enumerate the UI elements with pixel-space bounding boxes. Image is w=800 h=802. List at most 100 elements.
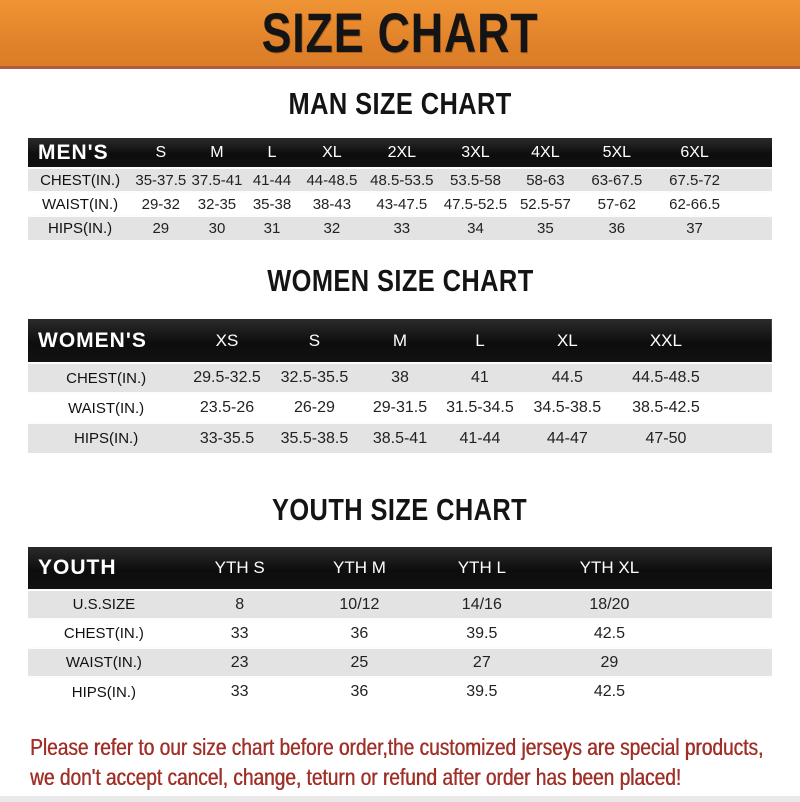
size-column-header: L	[267, 143, 277, 161]
size-value-cell: 34	[467, 220, 484, 237]
size-value-cell: 44.5	[551, 369, 583, 386]
table-row: CHEST(IN.) 33 36 39.5 42.5	[28, 619, 772, 648]
size-column-header: M	[392, 330, 408, 350]
table-row: CHEST(IN.) 35-37.5 37.5-41 41-44 44-48.5 48.5…	[28, 168, 772, 192]
size-value-cell: 34.5-38.5	[533, 399, 602, 416]
table-row: HIPS(IN.) 33 36 39.5 42.5	[28, 677, 772, 706]
size-value-cell: 44-47	[546, 429, 588, 447]
size-column-header: YTH M	[332, 558, 386, 577]
size-value-cell: 42.5	[593, 683, 625, 700]
size-value-cell: 29	[600, 653, 619, 671]
section-youth: YOUTH SIZE CHART YOUTH YTH S YTH M YTH L YTH…	[0, 492, 800, 706]
size-value-cell: 10/12	[339, 595, 380, 613]
section-heading: WOMEN SIZE CHART	[0, 263, 800, 305]
size-column-header: YTH L	[457, 558, 506, 577]
header-spacer-cell	[735, 138, 772, 168]
measurement-row-label: U.S.SIZE	[72, 596, 136, 613]
size-value-cell: 36	[350, 624, 369, 642]
size-value-cell: 67.5-72	[669, 171, 720, 189]
measurement-row-label: HIPS(IN.)	[71, 683, 136, 701]
row-spacer-cell	[735, 168, 772, 192]
size-value-cell: 35-38	[252, 195, 292, 213]
table-row: HIPS(IN.) 33-35.5 35.5-38.5 38.5-41 41-44 44-…	[28, 423, 772, 453]
size-value-cell: 47.5-52.5	[443, 195, 508, 213]
header-spacer-cell	[716, 319, 772, 363]
men-size-table: MEN'S S M L XL 2XL 3XL 4XL 5XL 6XL CHEST(IN.) 35-37…	[28, 138, 772, 240]
size-value-cell: 36	[608, 220, 626, 237]
size-value-cell: 44-48.5	[306, 171, 358, 189]
size-value-cell: 33-35.5	[199, 429, 255, 447]
size-value-cell: 42.5	[593, 624, 625, 642]
size-column-header: XS	[215, 330, 239, 350]
row-spacer-cell	[675, 590, 773, 619]
size-value-cell: 33	[230, 683, 249, 700]
size-value-cell: 32-35	[197, 195, 237, 213]
size-value-cell: 57-62	[597, 195, 636, 213]
size-value-cell: 48.5-53.5	[370, 171, 434, 189]
row-spacer-cell	[735, 192, 772, 216]
size-value-cell: 38-43	[312, 195, 352, 213]
size-column-header: XXL	[649, 330, 682, 350]
size-value-cell: 41-44	[459, 429, 501, 447]
size-value-cell: 38.5-41	[372, 429, 428, 447]
size-column-header: XL	[556, 330, 578, 350]
row-spacer-cell	[675, 648, 773, 677]
table-row: WAIST(IN.) 23 25 27 29	[28, 648, 772, 677]
size-value-cell: 29	[152, 220, 170, 237]
size-column-header: L	[475, 330, 485, 350]
table-row: CHEST(IN.) 29.5-32.5 32.5-35.5 38 41 44.5 44.5…	[28, 363, 772, 393]
measurement-row-label: CHEST(IN.)	[40, 171, 121, 189]
bottom-edge-strip	[0, 796, 800, 802]
size-value-cell: 47-50	[645, 429, 687, 447]
section-women: WOMEN SIZE CHART WOMEN'S XS S M L XL XXL CHEST(…	[0, 263, 800, 453]
size-column-header: S	[308, 330, 321, 350]
size-column-header: 6XL	[680, 143, 709, 161]
size-value-cell: 32.5-35.5	[280, 369, 349, 386]
size-value-cell: 14/16	[461, 595, 502, 613]
size-value-cell: 18/20	[589, 595, 630, 613]
section-men: MAN SIZE CHART MEN'S S M L XL 2XL 3XL 4XL 5XL 6XL…	[0, 86, 800, 240]
header-spacer-cell	[675, 547, 773, 590]
size-value-cell: 35.5-38.5	[280, 429, 349, 447]
note-line-2: we don't accept cancel, change, teturn o…	[30, 764, 682, 790]
women-size-chart-heading: WOMEN SIZE CHART	[266, 263, 534, 298]
size-value-cell: 29-32	[141, 195, 180, 213]
size-column-header: YTH S	[214, 558, 265, 577]
size-value-cell: 63-67.5	[591, 171, 643, 189]
size-column-header: 4XL	[531, 143, 560, 161]
size-value-cell: 62-66.5	[669, 195, 720, 213]
measurement-row-label: WAIST(IN.)	[68, 399, 145, 417]
row-spacer-cell	[716, 423, 772, 453]
row-spacer-cell	[716, 393, 772, 423]
table-row: U.S.SIZE 8 10/12 14/16 18/20	[28, 590, 772, 619]
size-column-header: 3XL	[461, 143, 490, 161]
measurement-row-label: HIPS(IN.)	[47, 220, 113, 237]
size-value-cell: 35-37.5	[135, 171, 187, 189]
size-value-cell: 38	[391, 369, 409, 386]
size-value-cell: 26-29	[293, 399, 335, 416]
size-value-cell: 29-31.5	[372, 399, 428, 416]
size-value-cell: 33	[230, 624, 249, 642]
section-heading: YOUTH SIZE CHART	[0, 492, 800, 534]
measurement-row-label: CHEST(IN.)	[66, 369, 147, 387]
table-group-label: YOUTH	[38, 556, 117, 579]
table-row: HIPS(IN.) 29 30 31 32 33 34 35 36 37	[28, 216, 772, 240]
size-value-cell: 30	[208, 220, 226, 237]
size-column-header: M	[210, 143, 224, 161]
size-value-cell: 58-63	[526, 171, 565, 189]
size-value-cell: 39.5	[466, 624, 498, 642]
row-spacer-cell	[735, 216, 772, 240]
size-value-cell: 23	[230, 653, 249, 671]
size-value-cell: 35	[537, 220, 554, 237]
row-spacer-cell	[716, 363, 772, 393]
banner-title: SIZE CHART	[261, 1, 539, 64]
note-line-1: Please refer to our size chart before or…	[30, 734, 764, 760]
size-value-cell: 27	[472, 653, 491, 671]
man-size-chart-heading: MAN SIZE CHART	[288, 86, 512, 121]
size-value-cell: 8	[235, 595, 245, 613]
row-spacer-cell	[675, 677, 773, 706]
order-disclaimer-note: Please refer to our size chart before or…	[0, 732, 800, 792]
size-value-cell: 23.5-26	[199, 399, 255, 416]
size-value-cell: 38.5-42.5	[632, 399, 700, 416]
size-value-cell: 52.5-57	[519, 195, 571, 213]
